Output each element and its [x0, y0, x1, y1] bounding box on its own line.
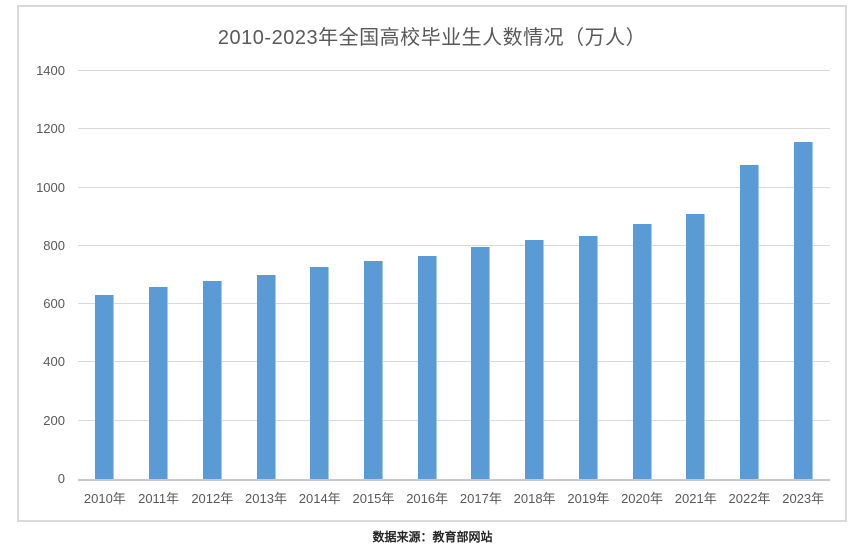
x-tick-label: 2017年 — [459, 491, 502, 506]
bar-cell — [185, 71, 239, 479]
x-tick-label: 2021年 — [674, 491, 717, 506]
bar-cell — [293, 71, 347, 479]
bar-2015年 — [363, 260, 383, 479]
bar-cell — [615, 71, 669, 479]
gridline — [78, 186, 830, 188]
bar-series — [78, 71, 830, 479]
bar-cell — [78, 71, 132, 479]
gridline — [78, 244, 830, 246]
bar-2012年 — [202, 280, 222, 479]
bar-2021年 — [686, 214, 706, 479]
x-tick-label: 2020年 — [621, 491, 663, 506]
x-tick-label: 2010年 — [83, 491, 126, 506]
bar-2020年 — [632, 224, 652, 479]
bar-cell — [347, 71, 401, 479]
bar-2018年 — [525, 240, 545, 479]
y-tick-label: 1400 — [36, 63, 65, 78]
gridline — [78, 70, 830, 71]
data-source-note: 数据来源：教育部网站 — [372, 530, 493, 544]
bar-2010年 — [95, 295, 115, 479]
bar-cell — [400, 71, 454, 479]
x-tick-label: 2019年 — [567, 491, 610, 506]
chart-title: 2010-2023年全国高校毕业生人数情况（万人） — [217, 27, 647, 49]
y-tick-label: 200 — [43, 412, 65, 428]
x-tick-label: 2018年 — [513, 491, 556, 506]
bar-2014年 — [310, 267, 330, 479]
bar-2011年 — [149, 286, 169, 479]
bar-cell — [454, 71, 508, 479]
y-tick-label: 800 — [43, 237, 65, 253]
bar-cell — [723, 71, 777, 479]
bar-cell — [132, 71, 186, 479]
x-tick-label: 2011年 — [138, 491, 180, 506]
x-tick-label: 2013年 — [245, 491, 287, 506]
x-tick-label: 2012年 — [191, 491, 234, 506]
bar-cell — [239, 71, 293, 479]
gridline — [78, 361, 830, 363]
x-tick-label: 2014年 — [298, 491, 341, 506]
x-axis: 2010年 2011年 2012年 2013年 2014年 2015年 2016年 2017年… — [78, 488, 830, 507]
bar-cell — [508, 71, 562, 479]
y-tick-label: 0 — [57, 471, 65, 486]
x-tick-label: 2016年 — [406, 491, 449, 506]
bar-cell — [776, 71, 830, 479]
y-tick-label: 1000 — [36, 179, 65, 195]
bar-2023年 — [793, 141, 813, 479]
gridline — [78, 128, 830, 130]
y-tick-label: 1200 — [36, 121, 65, 137]
bar-2019年 — [578, 235, 598, 479]
x-tick-label: 2022年 — [728, 491, 771, 506]
bar-2022年 — [739, 165, 759, 479]
bar-2016年 — [417, 256, 437, 479]
x-tick-label: 2023年 — [782, 491, 825, 506]
y-tick-label: 400 — [43, 354, 65, 370]
bar-cell — [561, 71, 615, 479]
bar-2013年 — [256, 275, 276, 479]
gridline — [78, 419, 830, 421]
x-tick-label: 2015年 — [352, 491, 395, 506]
bar-cell — [669, 71, 723, 479]
plot-area: 0 200 400 600 800 1000 1200 1400 2010年 2011年 2012… — [36, 63, 830, 506]
y-tick-label: 600 — [43, 296, 65, 312]
bar-2017年 — [471, 247, 491, 479]
gridline — [78, 303, 830, 305]
chart-container: 2010-2023年全国高校毕业生人数情况（万人） 0 200 400 600 800 1… — [17, 5, 847, 522]
